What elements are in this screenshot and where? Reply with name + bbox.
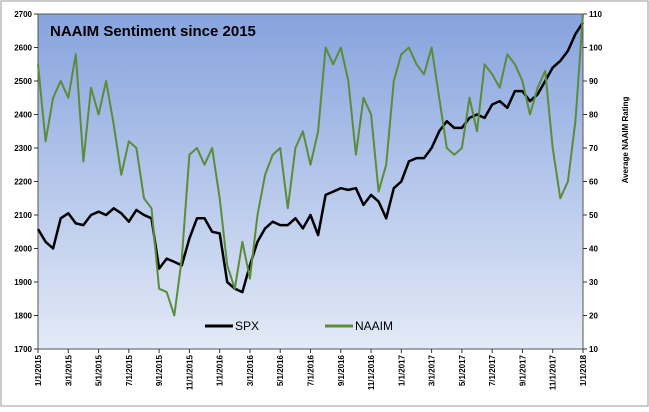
x-tick-label: 7/1/2017 <box>488 354 497 386</box>
x-tick-label: 11/1/2017 <box>549 354 558 390</box>
x-tick-label: 3/1/2017 <box>428 354 437 386</box>
y-tick-label: 2400 <box>14 111 32 120</box>
y2-tick-label: 70 <box>589 144 598 153</box>
y-tick-label: 1800 <box>14 312 32 321</box>
y2-tick-label: 40 <box>589 245 598 254</box>
x-tick-label: 9/1/2017 <box>518 354 527 386</box>
x-tick-label: 1/1/2017 <box>397 354 406 386</box>
x-tick-label: 1/1/2016 <box>216 354 225 386</box>
x-tick-label: 7/1/2015 <box>125 354 134 386</box>
y2-tick-label: 100 <box>589 44 603 53</box>
y-tick-label: 2200 <box>14 178 32 187</box>
x-tick-label: 5/1/2017 <box>458 354 467 386</box>
y2-tick-label: 90 <box>589 77 598 86</box>
y2-tick-label: 80 <box>589 111 598 120</box>
series-line <box>37 13 584 317</box>
legend-label: NAAIM <box>355 319 393 333</box>
y-tick-label: 2000 <box>14 245 32 254</box>
x-tick-label: 1/1/2018 <box>579 354 588 386</box>
y2-tick-label: 30 <box>589 278 598 287</box>
y2-tick-label: 20 <box>589 312 598 321</box>
chart-title: NAAIM Sentiment since 2015 <box>50 23 256 40</box>
x-tick-label: 7/1/2016 <box>307 354 316 386</box>
y-tick-label: 2700 <box>14 10 32 19</box>
y2-tick-label: 110 <box>589 10 602 19</box>
x-tick-label: 9/1/2016 <box>337 354 346 386</box>
x-tick-label: 11/1/2016 <box>367 354 376 390</box>
x-tick-label: 5/1/2016 <box>276 354 285 386</box>
legend-label: SPX <box>235 319 259 333</box>
y-tick-label: 2100 <box>14 211 32 220</box>
y2-tick-label: 10 <box>589 345 598 354</box>
y-tick-label: 1900 <box>14 278 32 287</box>
y2-tick-label: 60 <box>589 178 598 187</box>
y-tick-label: 2300 <box>14 144 32 153</box>
y-tick-label: 1700 <box>14 345 32 354</box>
series-line <box>36 21 585 294</box>
y2-axis-label: Average NAAIM Rating <box>621 96 630 183</box>
x-tick-label: 1/1/2015 <box>34 354 43 386</box>
y-tick-label: 2500 <box>14 77 32 86</box>
x-tick-label: 3/1/2016 <box>246 354 255 386</box>
y2-tick-label: 50 <box>589 211 598 220</box>
x-tick-label: 5/1/2015 <box>95 354 104 386</box>
x-tick-label: 9/1/2015 <box>155 354 164 386</box>
x-tick-label: 3/1/2015 <box>64 354 73 386</box>
x-tick-label: 11/1/2015 <box>185 354 194 390</box>
y-tick-label: 2600 <box>14 44 32 53</box>
plot-area <box>37 13 584 350</box>
